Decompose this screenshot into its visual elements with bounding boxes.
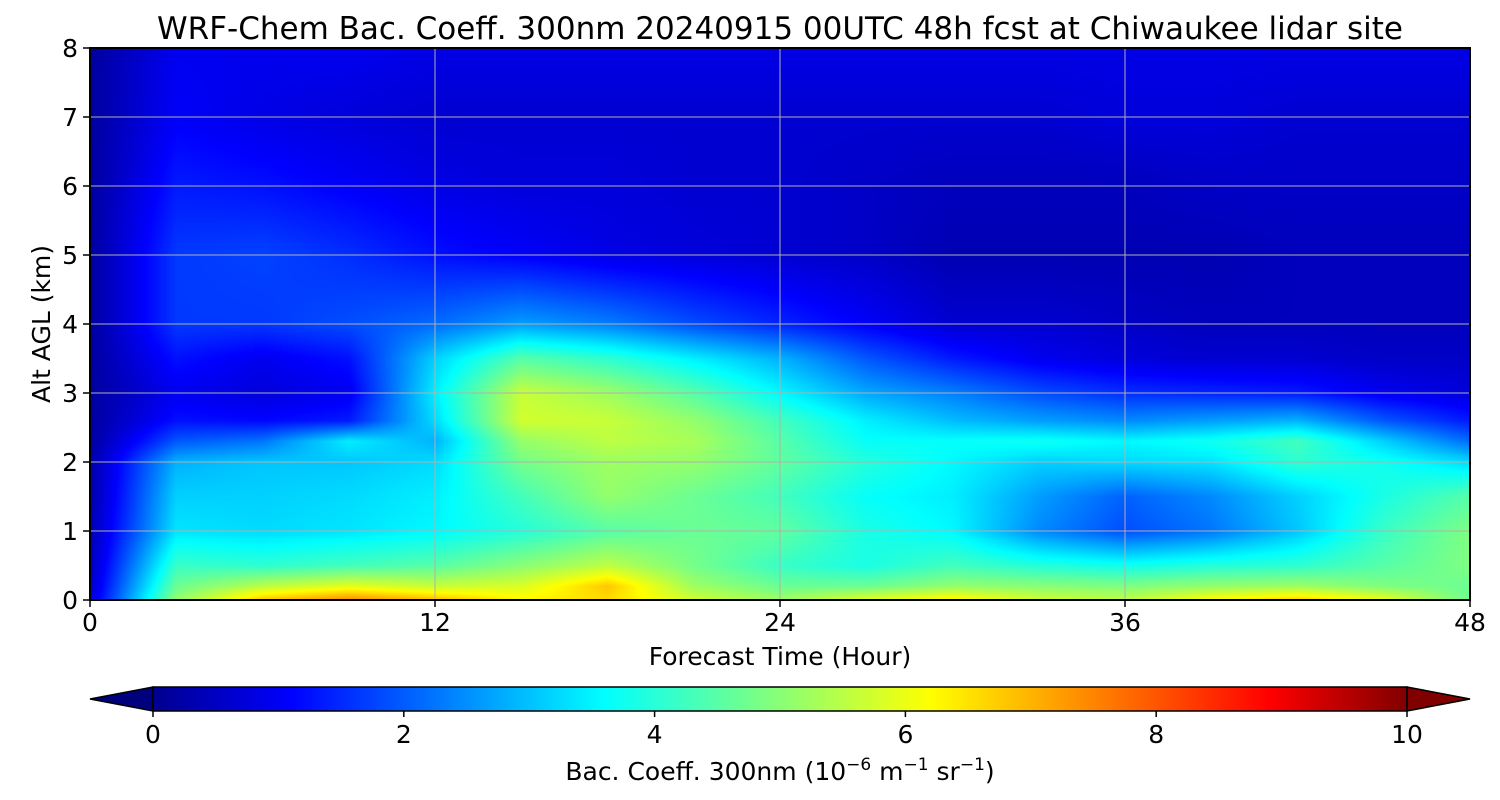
x-tick-label: 36 [1109,608,1141,637]
x-tick-label: 48 [1454,608,1486,637]
x-tick-label: 0 [82,608,98,637]
y-tick-label: 5 [62,241,78,270]
y-tick-label: 1 [62,517,78,546]
colorbar-tick-label: 6 [897,720,913,749]
colorbar-ticks: 0 2 4 6 8 10 [145,711,1423,749]
y-tick-label: 0 [62,586,78,615]
y-tick-label: 2 [62,448,78,477]
plot-area [89,47,1471,601]
y-tick-label: 6 [62,172,78,201]
chart-title: WRF-Chem Bac. Coeff. 300nm 20240915 00UT… [157,11,1403,47]
y-tick-label: 4 [62,310,78,339]
colorbar-label: Bac. Coeff. 300nm (10−6 m−1 sr−1) [565,755,994,786]
colorbar-tick-label: 8 [1148,720,1164,749]
x-axis: 0 12 24 36 48 [82,600,1486,637]
colorbar-tick-label: 10 [1391,720,1423,749]
colorbar-tick-label: 0 [145,720,161,749]
colorbar-extend-low [89,686,154,712]
colorbar-tick-label: 4 [647,720,663,749]
y-tick-label: 7 [62,103,78,132]
y-axis-label: Alt AGL (km) [27,245,56,403]
colorbar-extend-high [1406,686,1471,712]
y-axis: 0 1 2 3 4 5 6 7 8 [62,34,90,615]
x-axis-label: Forecast Time (Hour) [649,642,912,671]
colorbar: 0 2 4 6 8 10 Bac. Coeff. 300nm (10−6 m−1 sr−1… [89,686,1471,786]
colorbar-gradient [152,686,1408,712]
colorbar-tick-label: 2 [396,720,412,749]
x-tick-label: 12 [419,608,451,637]
y-tick-label: 8 [62,34,78,63]
y-tick-label: 3 [62,379,78,408]
x-tick-label: 24 [764,608,796,637]
